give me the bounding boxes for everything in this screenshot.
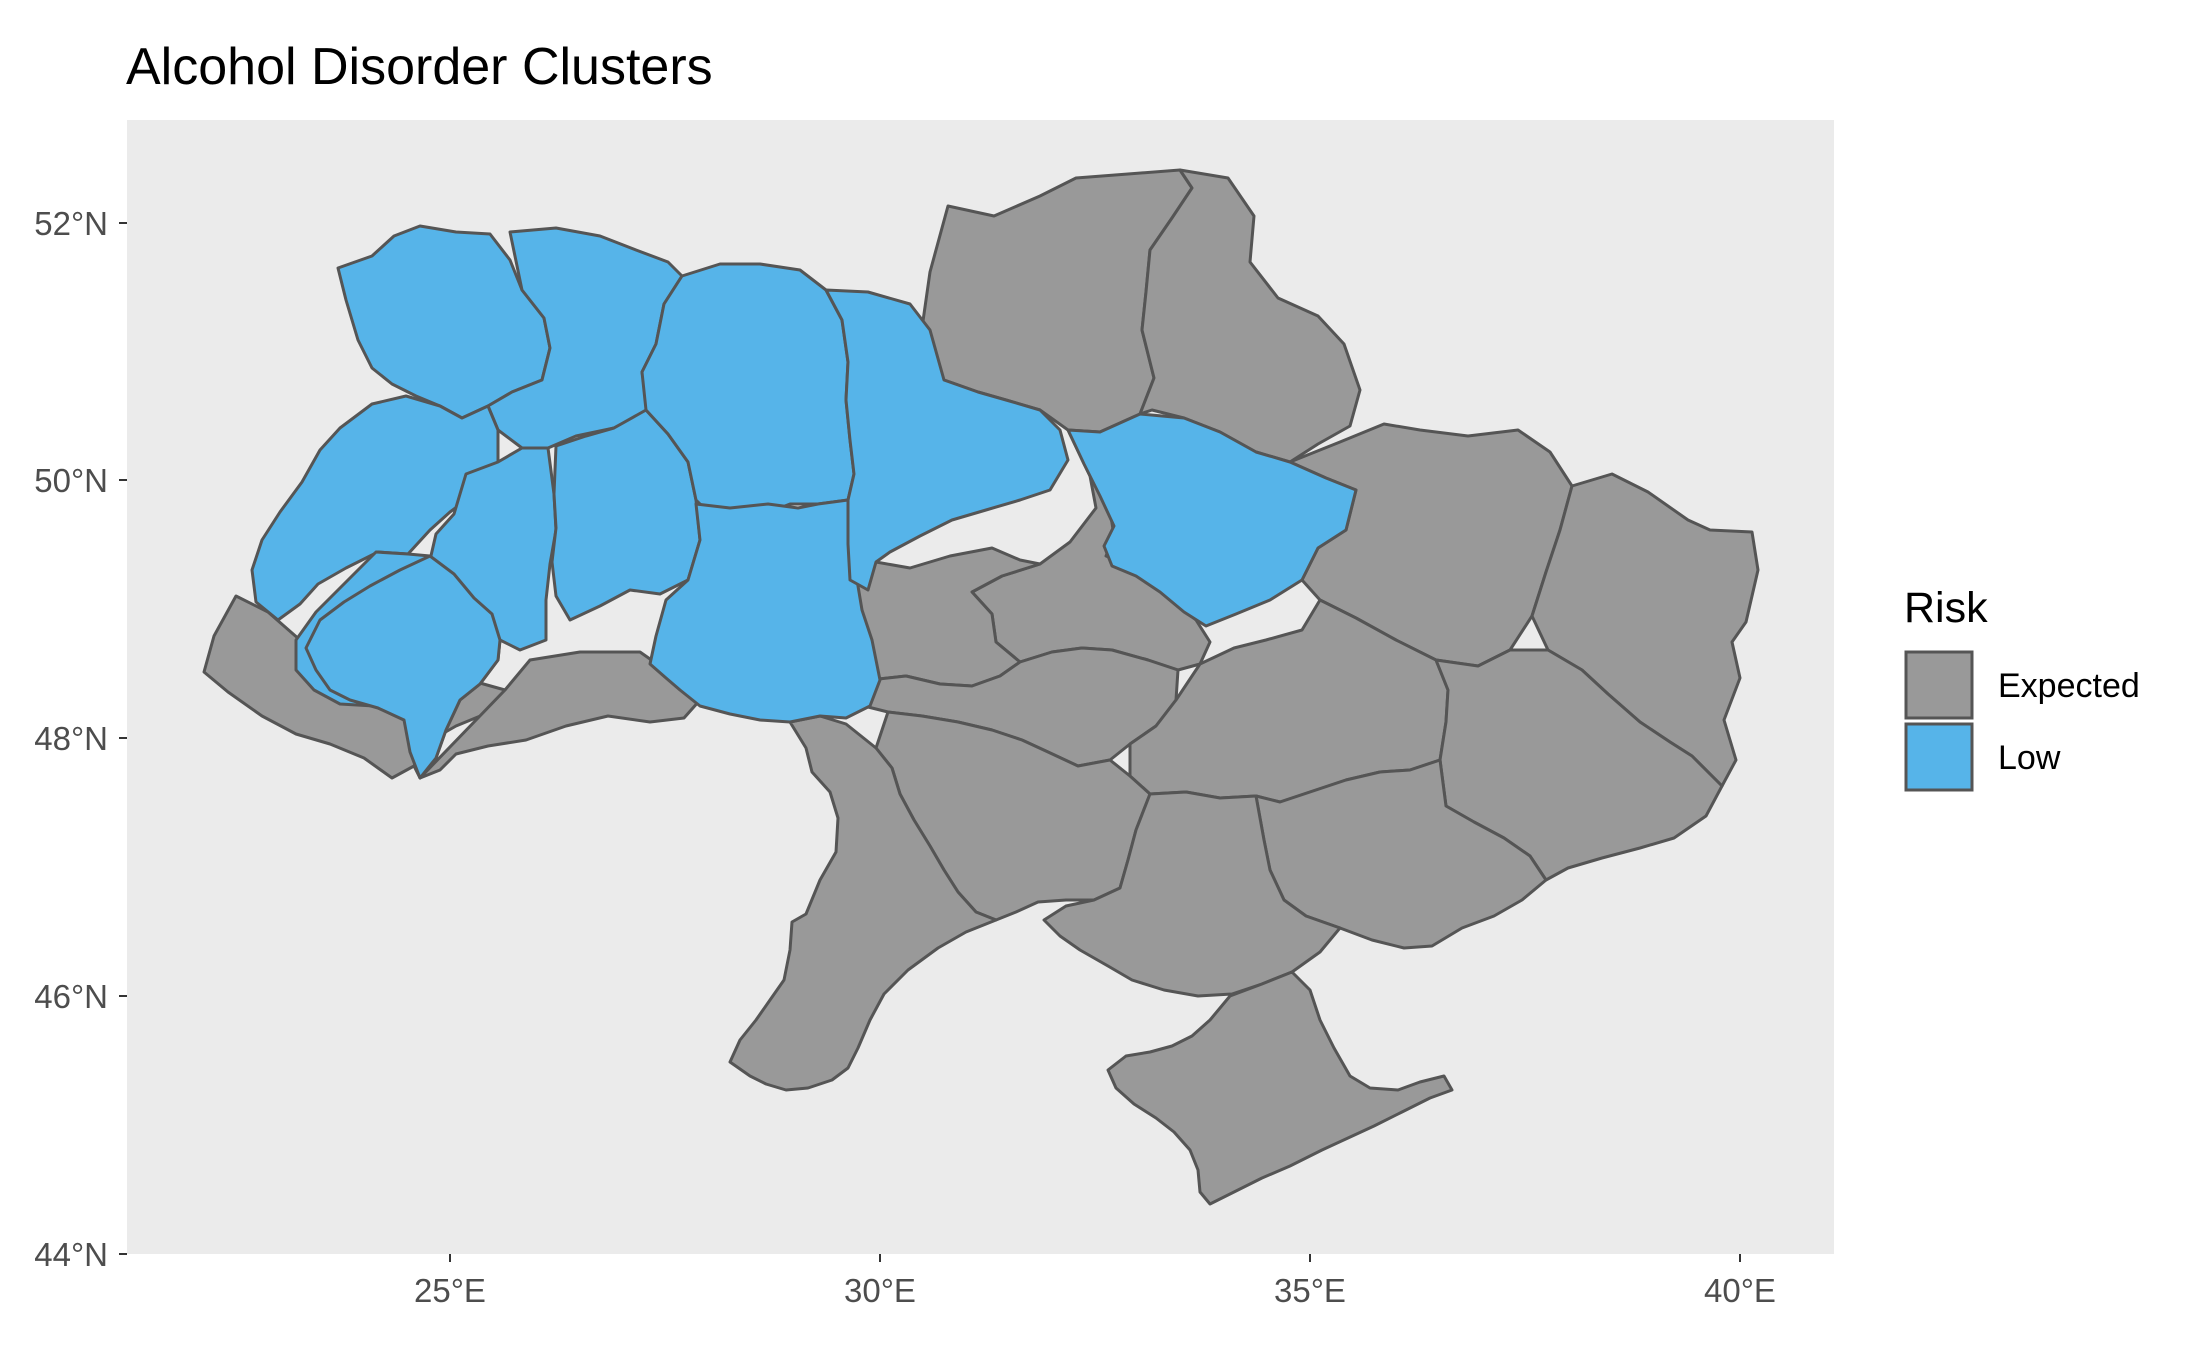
y-tick-label-46: 46°N: [34, 978, 108, 1015]
y-axis: 44°N 46°N 48°N 50°N 52°N: [34, 205, 127, 1273]
map-regions-low: [250, 224, 1358, 780]
y-tick-label-48: 48°N: [34, 720, 108, 757]
x-tick-label-35: 35°E: [1274, 1272, 1346, 1309]
region-kyiv[interactable]: [824, 288, 1070, 592]
region-zhytomyr[interactable]: [640, 262, 856, 522]
x-tick-label-25: 25°E: [414, 1272, 486, 1309]
chart-title: Alcohol Disorder Clusters: [126, 38, 713, 96]
region-chernivtsi[interactable]: [304, 554, 502, 780]
y-tick-label-52: 52°N: [34, 205, 108, 242]
legend-key-low: [1904, 722, 1974, 792]
legend-title: Risk: [1904, 584, 1988, 632]
region-vinnytsia[interactable]: [648, 498, 882, 724]
legend-label-expected: Expected: [1998, 667, 2140, 705]
region-ivano-frankivsk-south[interactable]: [418, 650, 702, 780]
x-tick-label-30: 30°E: [844, 1272, 916, 1309]
map-regions: [202, 168, 1760, 1206]
region-poltava-north[interactable]: [1066, 412, 1358, 628]
region-odesa[interactable]: [728, 714, 998, 1092]
region-khmelnytskyi[interactable]: [550, 408, 702, 622]
region-crimea[interactable]: [1106, 970, 1454, 1206]
region-kherson[interactable]: [1042, 790, 1342, 998]
region-luhansk[interactable]: [1530, 472, 1760, 788]
legend-key-expected: [1904, 650, 1974, 720]
legend: Risk Expected Low: [1904, 584, 2140, 792]
y-tick-label-44: 44°N: [34, 1236, 108, 1273]
y-tick-label-50: 50°N: [34, 462, 108, 499]
x-tick-label-40: 40°E: [1704, 1272, 1776, 1309]
region-lviv[interactable]: [250, 394, 500, 622]
legend-label-low: Low: [1998, 739, 2061, 777]
x-axis: 25°E 30°E 35°E 40°E: [414, 1254, 1776, 1309]
